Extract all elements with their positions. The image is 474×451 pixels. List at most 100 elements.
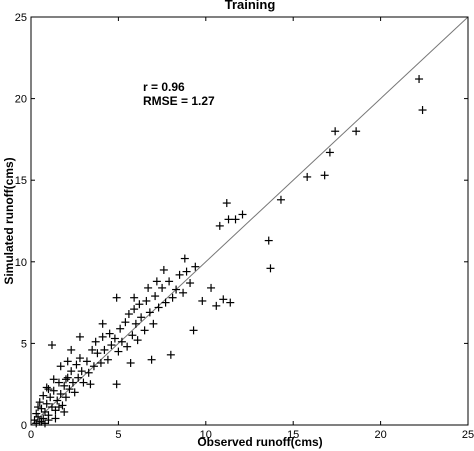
data-point <box>325 148 334 157</box>
y-tick-label: 15 <box>15 175 27 187</box>
data-point <box>98 332 107 341</box>
data-point <box>46 393 55 402</box>
data-point <box>96 358 105 367</box>
data-point <box>215 221 224 230</box>
data-point <box>175 270 184 279</box>
data-point <box>266 264 275 273</box>
data-point <box>418 106 427 115</box>
data-point <box>75 354 84 363</box>
data-point <box>131 319 140 328</box>
data-points <box>30 75 427 428</box>
data-point <box>88 345 97 354</box>
data-point <box>51 414 60 423</box>
data-point <box>56 362 65 371</box>
data-point <box>72 360 81 369</box>
x-axis-label: Observed runoff(cms) <box>197 435 322 449</box>
data-point <box>105 329 114 338</box>
data-point <box>33 412 42 421</box>
data-point <box>152 277 161 286</box>
data-point <box>207 283 216 292</box>
data-point <box>149 319 158 328</box>
data-point <box>219 295 228 304</box>
data-point <box>158 283 167 292</box>
data-point <box>49 386 58 395</box>
data-point <box>168 293 177 302</box>
data-point <box>320 171 329 180</box>
data-point <box>226 298 235 307</box>
data-point <box>231 215 240 224</box>
data-point <box>140 326 149 335</box>
y-tick-label: 0 <box>21 420 27 432</box>
data-point <box>42 383 51 392</box>
data-point <box>123 342 132 351</box>
data-point <box>35 398 44 407</box>
data-point <box>107 341 116 350</box>
data-point <box>186 279 195 288</box>
x-tick-label: 10 <box>200 429 212 441</box>
data-point <box>91 337 100 346</box>
data-point <box>56 389 65 398</box>
axis-ticks: 0 5 10 15 20 25 0 5 10 15 20 25 <box>15 12 474 441</box>
data-point <box>180 254 189 263</box>
plot-frame <box>30 16 469 426</box>
data-point <box>128 331 137 340</box>
data-point <box>303 172 312 181</box>
data-point <box>352 127 361 136</box>
data-point <box>133 336 142 345</box>
data-point <box>103 355 112 364</box>
data-point <box>32 419 41 428</box>
data-point <box>93 349 102 358</box>
data-point <box>116 324 125 333</box>
data-point <box>172 285 181 294</box>
data-point <box>135 300 144 309</box>
data-point <box>47 341 56 350</box>
data-point <box>137 313 146 322</box>
data-point <box>179 288 188 297</box>
x-tick-label: 20 <box>374 429 386 441</box>
x-tick-label: 5 <box>115 429 121 441</box>
y-axis-label: Simulated runoff(cms) <box>2 157 16 284</box>
data-point <box>98 319 107 328</box>
data-point <box>224 215 233 224</box>
data-point <box>42 399 51 408</box>
data-point <box>222 199 231 208</box>
data-point <box>238 210 247 219</box>
data-point <box>331 127 340 136</box>
data-point <box>147 355 156 364</box>
data-point <box>161 298 170 307</box>
data-point <box>44 385 53 394</box>
data-point <box>70 388 79 397</box>
data-point <box>142 296 151 305</box>
data-point <box>86 380 95 389</box>
annotation-rmse: RMSE = 1.27 <box>143 94 215 108</box>
data-point <box>74 373 83 382</box>
data-point <box>44 416 53 425</box>
y-tick-label: 25 <box>15 12 27 24</box>
data-point <box>165 277 174 286</box>
data-point <box>63 357 72 366</box>
reference-line <box>30 16 469 426</box>
y-tick-label: 5 <box>21 338 27 350</box>
data-point <box>79 378 88 387</box>
data-point <box>68 378 77 387</box>
data-point <box>75 332 84 341</box>
data-point <box>67 345 76 354</box>
data-point <box>67 367 76 376</box>
data-point <box>63 373 72 382</box>
data-point <box>130 293 139 302</box>
data-point <box>58 401 67 410</box>
data-point <box>114 347 123 356</box>
data-point <box>100 345 109 354</box>
data-point <box>60 407 69 416</box>
data-point <box>37 417 46 426</box>
x-tick-label: 25 <box>462 429 474 441</box>
x-tick-label: 15 <box>287 429 299 441</box>
data-point <box>130 305 139 314</box>
data-point <box>121 318 130 327</box>
data-point <box>144 283 153 292</box>
x-tick-label: 0 <box>28 429 34 441</box>
data-point <box>124 310 133 319</box>
data-point <box>84 368 93 377</box>
data-point <box>65 385 74 394</box>
data-point <box>166 350 175 359</box>
